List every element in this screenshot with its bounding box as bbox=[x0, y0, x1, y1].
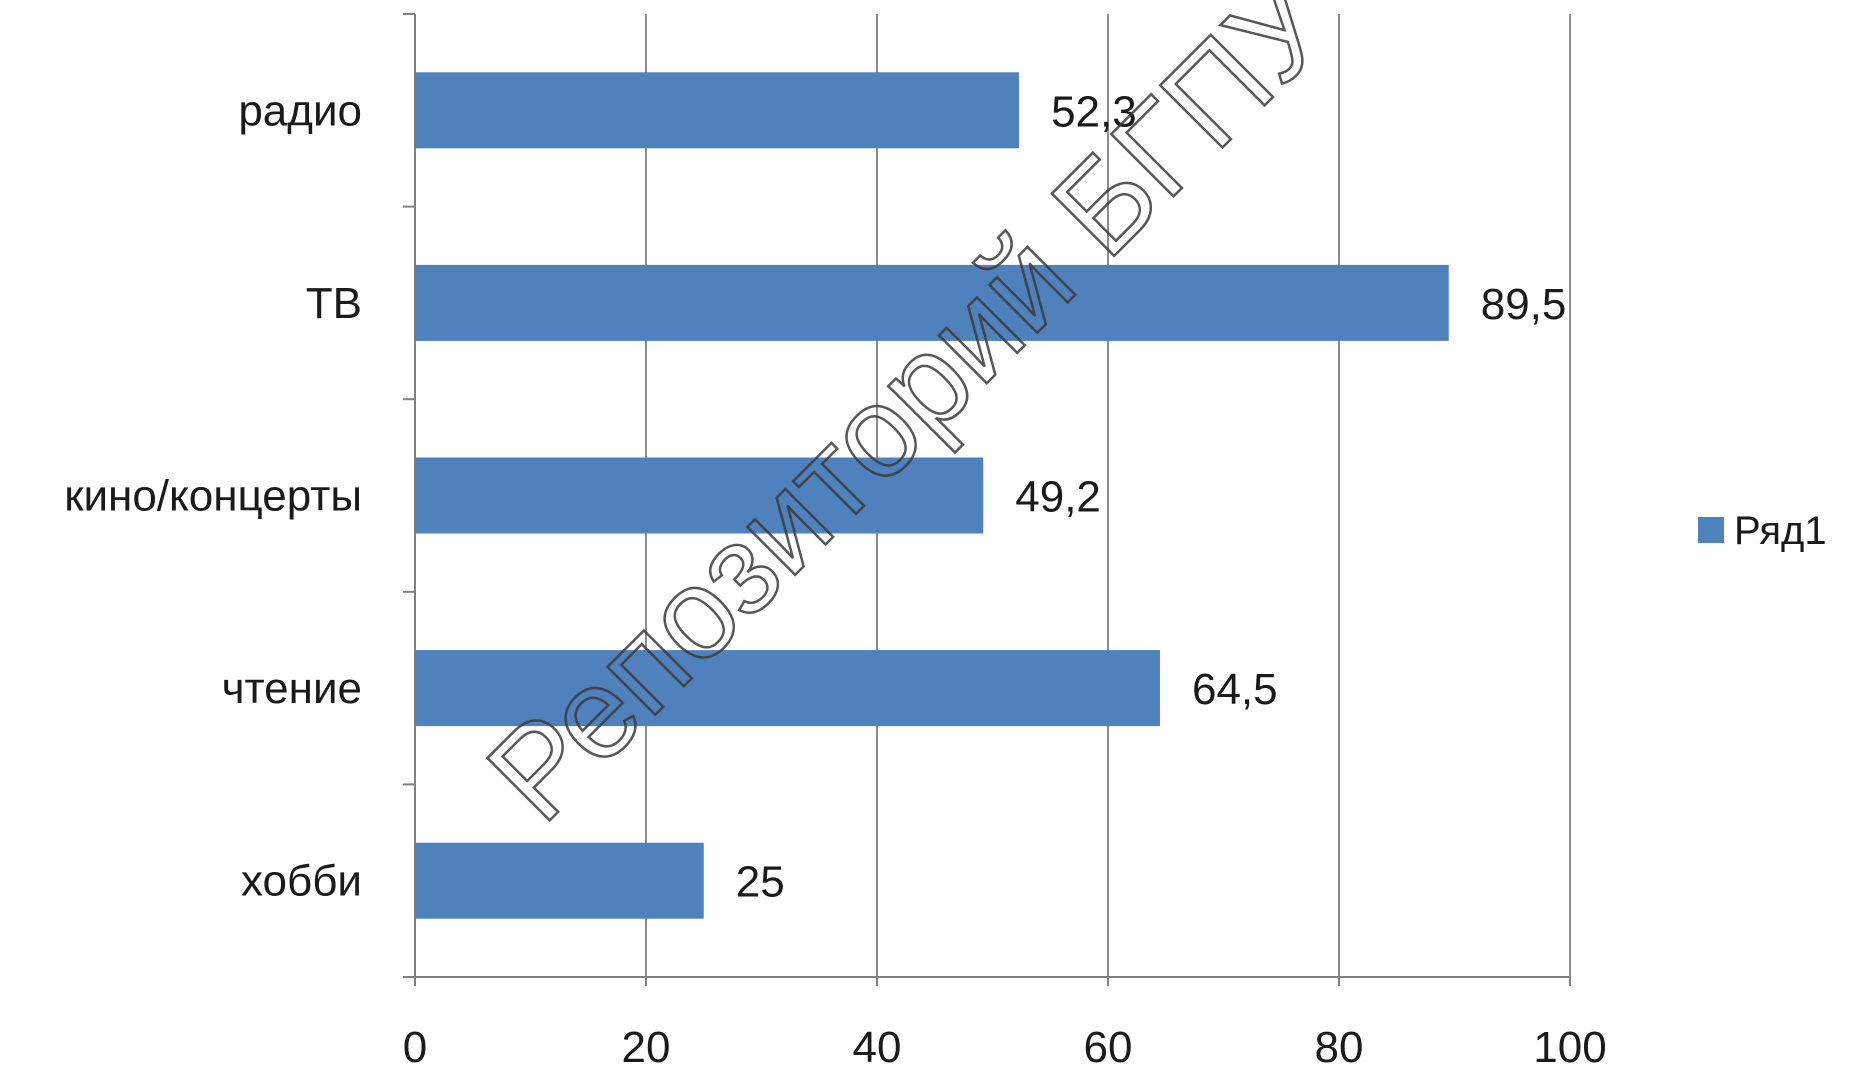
x-tick-label: 20 bbox=[622, 1023, 671, 1068]
bar bbox=[415, 264, 1449, 341]
x-tick-label: 40 bbox=[853, 1023, 902, 1068]
data-label: 89,5 bbox=[1481, 280, 1567, 329]
bar bbox=[415, 457, 984, 534]
x-tick-label: 0 bbox=[403, 1023, 427, 1068]
bar bbox=[415, 842, 704, 919]
x-tick-label: 100 bbox=[1533, 1023, 1606, 1068]
category-label: чтение bbox=[222, 664, 362, 713]
category-label: хобби bbox=[241, 857, 362, 906]
category-label: ТВ bbox=[306, 279, 362, 328]
data-labels: 52,3 89,5 49,2 64,5 25 bbox=[736, 87, 1567, 906]
x-tick-label: 80 bbox=[1315, 1023, 1364, 1068]
x-tick-labels: 0 20 40 60 80 100 bbox=[403, 1023, 1607, 1068]
bar bbox=[415, 72, 1020, 149]
category-label: кино/концерты bbox=[64, 472, 362, 521]
bar bbox=[415, 650, 1160, 727]
data-label: 64,5 bbox=[1192, 665, 1278, 714]
data-label: 52,3 bbox=[1051, 87, 1137, 136]
legend: Ряд1 bbox=[1698, 509, 1827, 553]
legend-label: Ряд1 bbox=[1734, 509, 1827, 553]
data-label: 49,2 bbox=[1015, 473, 1101, 522]
data-label: 25 bbox=[736, 858, 785, 907]
grid-lines bbox=[645, 14, 1571, 977]
x-tick-label: 60 bbox=[1084, 1023, 1133, 1068]
category-label: радио bbox=[238, 86, 362, 135]
legend-swatch bbox=[1698, 517, 1724, 543]
category-labels: радио ТВ кино/концерты чтение хобби bbox=[64, 86, 362, 905]
bars bbox=[415, 72, 1449, 919]
